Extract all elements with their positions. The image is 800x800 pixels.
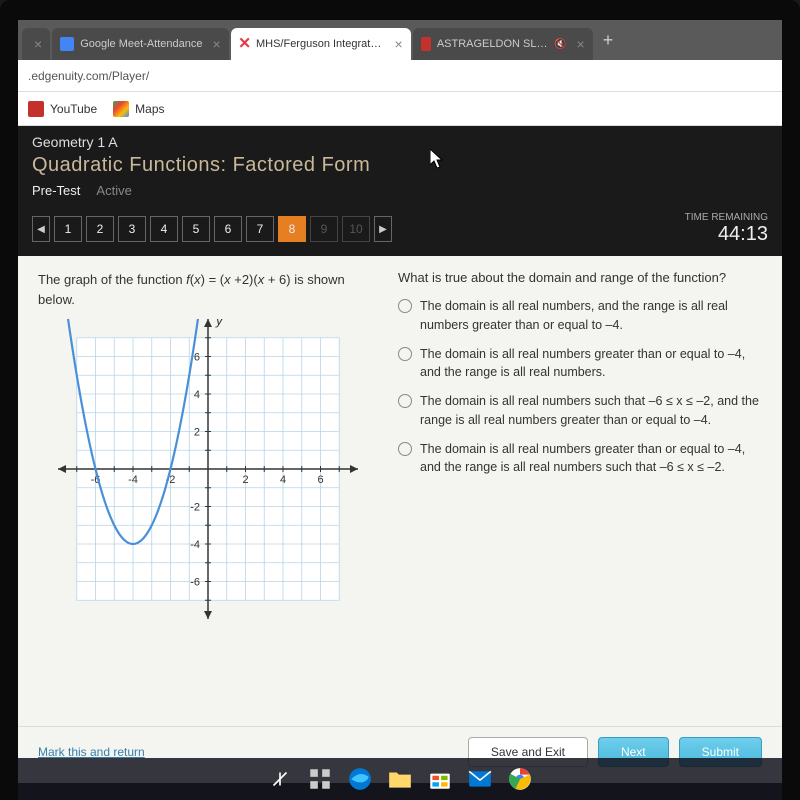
- browser-tabs: × Google Meet-Attendance × MHS/Ferguson I…: [18, 20, 782, 60]
- maps-icon: [113, 101, 129, 117]
- radio-icon[interactable]: [398, 347, 412, 361]
- timer-label: TIME REMAINING: [685, 212, 768, 223]
- bookmarks-bar: YouTube Maps: [18, 92, 782, 126]
- new-tab-button[interactable]: +: [595, 30, 622, 51]
- svg-text:-2: -2: [190, 502, 200, 514]
- nav-prev[interactable]: ◀: [32, 216, 50, 242]
- option-text: The domain is all real numbers greater t…: [420, 440, 762, 478]
- close-icon[interactable]: ×: [34, 36, 42, 52]
- browser-tab[interactable]: Google Meet-Attendance ×: [52, 28, 229, 60]
- url-text: .edgenuity.com/Player/: [28, 69, 149, 83]
- taskbar: [18, 758, 782, 800]
- svg-text:6: 6: [317, 474, 323, 486]
- question-nav-10: 10: [342, 216, 370, 242]
- svg-text:4: 4: [194, 389, 200, 401]
- question-nav: ◀ 12345678910 ▶ TIME REMAINING 44:13: [18, 206, 782, 256]
- question-nav-4[interactable]: 4: [150, 216, 178, 242]
- svg-text:4: 4: [280, 474, 286, 486]
- tab-label: Google Meet-Attendance: [80, 38, 202, 50]
- bookmark-youtube[interactable]: YouTube: [28, 101, 97, 117]
- question-nav-2[interactable]: 2: [86, 216, 114, 242]
- bookmark-label: Maps: [135, 102, 164, 116]
- question-stem: The graph of the function f(x) = (x +2)(…: [38, 270, 378, 309]
- close-icon[interactable]: ×: [395, 36, 403, 52]
- option-text: The domain is all real numbers, and the …: [420, 297, 762, 335]
- radio-icon[interactable]: [398, 299, 412, 313]
- browser-tab[interactable]: ASTRAGELDON SLIME & LEV🔇×: [413, 28, 593, 60]
- tab-favicon: [421, 37, 431, 51]
- lesson-title: Quadratic Functions: Factored Form: [32, 154, 768, 177]
- svg-text:2: 2: [242, 474, 248, 486]
- taskbar-icon[interactable]: [307, 766, 333, 792]
- option-4[interactable]: The domain is all real numbers greater t…: [398, 440, 762, 478]
- graph: -6-4-2246-6-4-2246xy: [58, 319, 358, 619]
- question-nav-9: 9: [310, 216, 338, 242]
- app-header: Geometry 1 A Quadratic Functions: Factor…: [18, 126, 782, 206]
- svg-text:2: 2: [194, 427, 200, 439]
- tab-favicon: [239, 37, 250, 51]
- mail-icon[interactable]: [467, 766, 493, 792]
- radio-icon[interactable]: [398, 394, 412, 408]
- chrome-icon[interactable]: [507, 766, 533, 792]
- status-pretest: Pre-Test: [32, 183, 80, 198]
- tab-label: ASTRAGELDON SLIME & LEV: [437, 38, 548, 50]
- option-2[interactable]: The domain is all real numbers greater t…: [398, 345, 762, 383]
- option-3[interactable]: The domain is all real numbers such that…: [398, 392, 762, 430]
- question-nav-5[interactable]: 5: [182, 216, 210, 242]
- timer-value: 44:13: [685, 223, 768, 246]
- options-list: The domain is all real numbers, and the …: [398, 297, 762, 477]
- bookmark-label: YouTube: [50, 102, 97, 116]
- tab-favicon: [60, 37, 74, 51]
- option-1[interactable]: The domain is all real numbers, and the …: [398, 297, 762, 335]
- question-nav-6[interactable]: 6: [214, 216, 242, 242]
- status-active: Active: [96, 183, 131, 198]
- mark-return-link[interactable]: Mark this and return: [38, 745, 145, 759]
- browser-tab[interactable]: ×: [22, 28, 50, 60]
- close-icon[interactable]: ×: [577, 36, 585, 52]
- svg-text:-6: -6: [190, 577, 200, 589]
- close-icon[interactable]: ×: [213, 36, 221, 52]
- course-name: Geometry 1 A: [32, 134, 768, 150]
- url-bar[interactable]: .edgenuity.com/Player/: [18, 60, 782, 92]
- option-text: The domain is all real numbers such that…: [420, 392, 762, 430]
- radio-icon[interactable]: [398, 442, 412, 456]
- tab-label: MHS/Ferguson Integrated Geom: [256, 38, 385, 50]
- browser-tab-active[interactable]: MHS/Ferguson Integrated Geom ×: [231, 28, 411, 60]
- option-text: The domain is all real numbers greater t…: [420, 345, 762, 383]
- taskbar-icon[interactable]: [267, 766, 293, 792]
- svg-text:-4: -4: [128, 474, 138, 486]
- store-icon[interactable]: [427, 766, 453, 792]
- question-nav-7[interactable]: 7: [246, 216, 274, 242]
- question-prompt: What is true about the domain and range …: [398, 270, 762, 285]
- bookmark-maps[interactable]: Maps: [113, 101, 164, 117]
- svg-text:y: y: [215, 319, 224, 328]
- nav-next[interactable]: ▶: [374, 216, 392, 242]
- folder-icon[interactable]: [387, 766, 413, 792]
- question-nav-1[interactable]: 1: [54, 216, 82, 242]
- svg-text:6: 6: [194, 352, 200, 364]
- svg-text:-4: -4: [190, 539, 200, 551]
- content-area: The graph of the function f(x) = (x +2)(…: [18, 256, 782, 726]
- question-nav-8[interactable]: 8: [278, 216, 306, 242]
- question-nav-3[interactable]: 3: [118, 216, 146, 242]
- timer: TIME REMAINING 44:13: [685, 212, 768, 246]
- youtube-icon: [28, 101, 44, 117]
- edge-icon[interactable]: [347, 766, 373, 792]
